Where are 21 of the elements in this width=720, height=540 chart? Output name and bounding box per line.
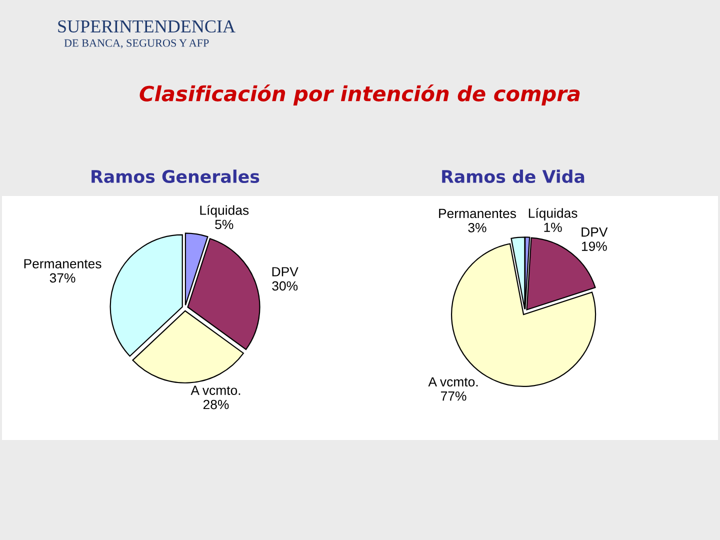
chart-subtitle: Ramos de Vida [442,170,584,184]
chart-subtitle: Ramos Generales [92,170,260,184]
data-label: 30% [272,281,298,291]
slice-label: DPV [582,228,608,237]
slice-label: Líquidas [528,208,578,220]
data-label: 5% [215,220,234,230]
data-label: 3% [468,222,486,232]
slice-label: A vcmto. [190,386,240,395]
slice-label: Permanentes [439,208,516,218]
data-label: 28% [203,400,229,410]
data-label: 1% [544,222,562,232]
data-label: 37% [50,273,76,283]
slice-label: A vcmto. [428,377,478,387]
text: Clasificación por intención de compra [140,84,580,106]
data-label: 19% [582,242,607,251]
text: SUPERINTENDENCIA [58,20,236,33]
slice-label: DPV [272,267,298,276]
slice-label: Permanentes [24,259,102,268]
text: DE BANCA, SEGUROS Y AFP [64,39,209,48]
slice-label: Líquidas [200,205,249,218]
data-label: 77% [440,391,466,401]
